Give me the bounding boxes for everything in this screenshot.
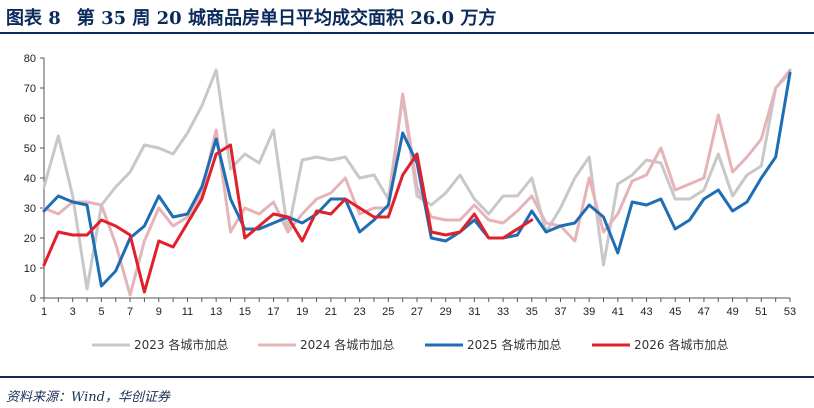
x-tick-label: 19: [296, 306, 308, 318]
x-tick-label: 13: [210, 306, 222, 318]
x-tick-label: 9: [156, 306, 162, 318]
x-tick-label: 33: [497, 306, 509, 318]
x-tick-label: 29: [440, 306, 452, 318]
title-divider: [0, 32, 814, 34]
series-line: [42, 68, 792, 297]
figure-title: 第 35 周 20 城商品房单日平均成交面积 26.0 万方: [76, 8, 497, 29]
x-tick-label: 43: [640, 306, 652, 318]
series-line: [42, 143, 534, 294]
x-tick-label: 25: [382, 306, 394, 318]
x-tick-label: 37: [554, 306, 566, 318]
x-tick-label: 3: [70, 306, 76, 318]
x-tick-label: 1: [41, 306, 47, 318]
x-tick-label: 41: [612, 306, 624, 318]
x-tick-label: 23: [353, 306, 365, 318]
x-tick-label: 21: [325, 306, 337, 318]
y-tick-label: 80: [24, 53, 36, 65]
source-note: 资料来源：Wind，华创证券: [6, 390, 170, 405]
x-tick-label: 11: [182, 306, 193, 318]
legend-label: 2025 各城市加总: [467, 337, 561, 352]
y-tick-label: 20: [24, 233, 36, 245]
footer-divider: [0, 376, 814, 378]
y-tick-label: 60: [24, 113, 36, 125]
x-tick-label: 5: [98, 306, 104, 318]
x-tick-label: 49: [726, 306, 738, 318]
y-tick-label: 30: [24, 203, 36, 215]
y-tick-label: 70: [24, 83, 36, 95]
x-tick-label: 17: [267, 306, 279, 318]
series-line: [42, 71, 792, 288]
legend-label: 2026 各城市加总: [634, 337, 728, 352]
chart-title: 图表 8 第 35 周 20 城商品房单日平均成交面积 26.0 万方: [6, 4, 496, 30]
figure-label: 图表 8: [6, 8, 61, 29]
y-tick-label: 10: [24, 263, 36, 275]
legend-label: 2024 各城市加总: [300, 337, 394, 352]
y-tick-label: 0: [30, 293, 36, 305]
x-tick-label: 51: [755, 306, 767, 318]
series-line: [42, 68, 792, 291]
x-tick-label: 15: [239, 306, 251, 318]
x-tick-label: 27: [411, 306, 423, 318]
chart-series: [42, 68, 792, 297]
legend-label: 2023 各城市加总: [134, 337, 228, 352]
x-tick-label: 7: [127, 306, 133, 318]
y-tick-label: 50: [24, 143, 36, 155]
x-tick-label: 35: [526, 306, 538, 318]
x-tick-label: 45: [669, 306, 681, 318]
x-tick-label: 53: [784, 306, 796, 318]
y-tick-label: 40: [24, 173, 36, 185]
x-tick-label: 47: [698, 306, 710, 318]
x-tick-label: 31: [468, 306, 480, 318]
chart-legend: 2023 各城市加总 2024 各城市加总 2025 各城市加总 2026 各城市加总: [92, 337, 728, 352]
x-tick-label: 39: [583, 306, 595, 318]
